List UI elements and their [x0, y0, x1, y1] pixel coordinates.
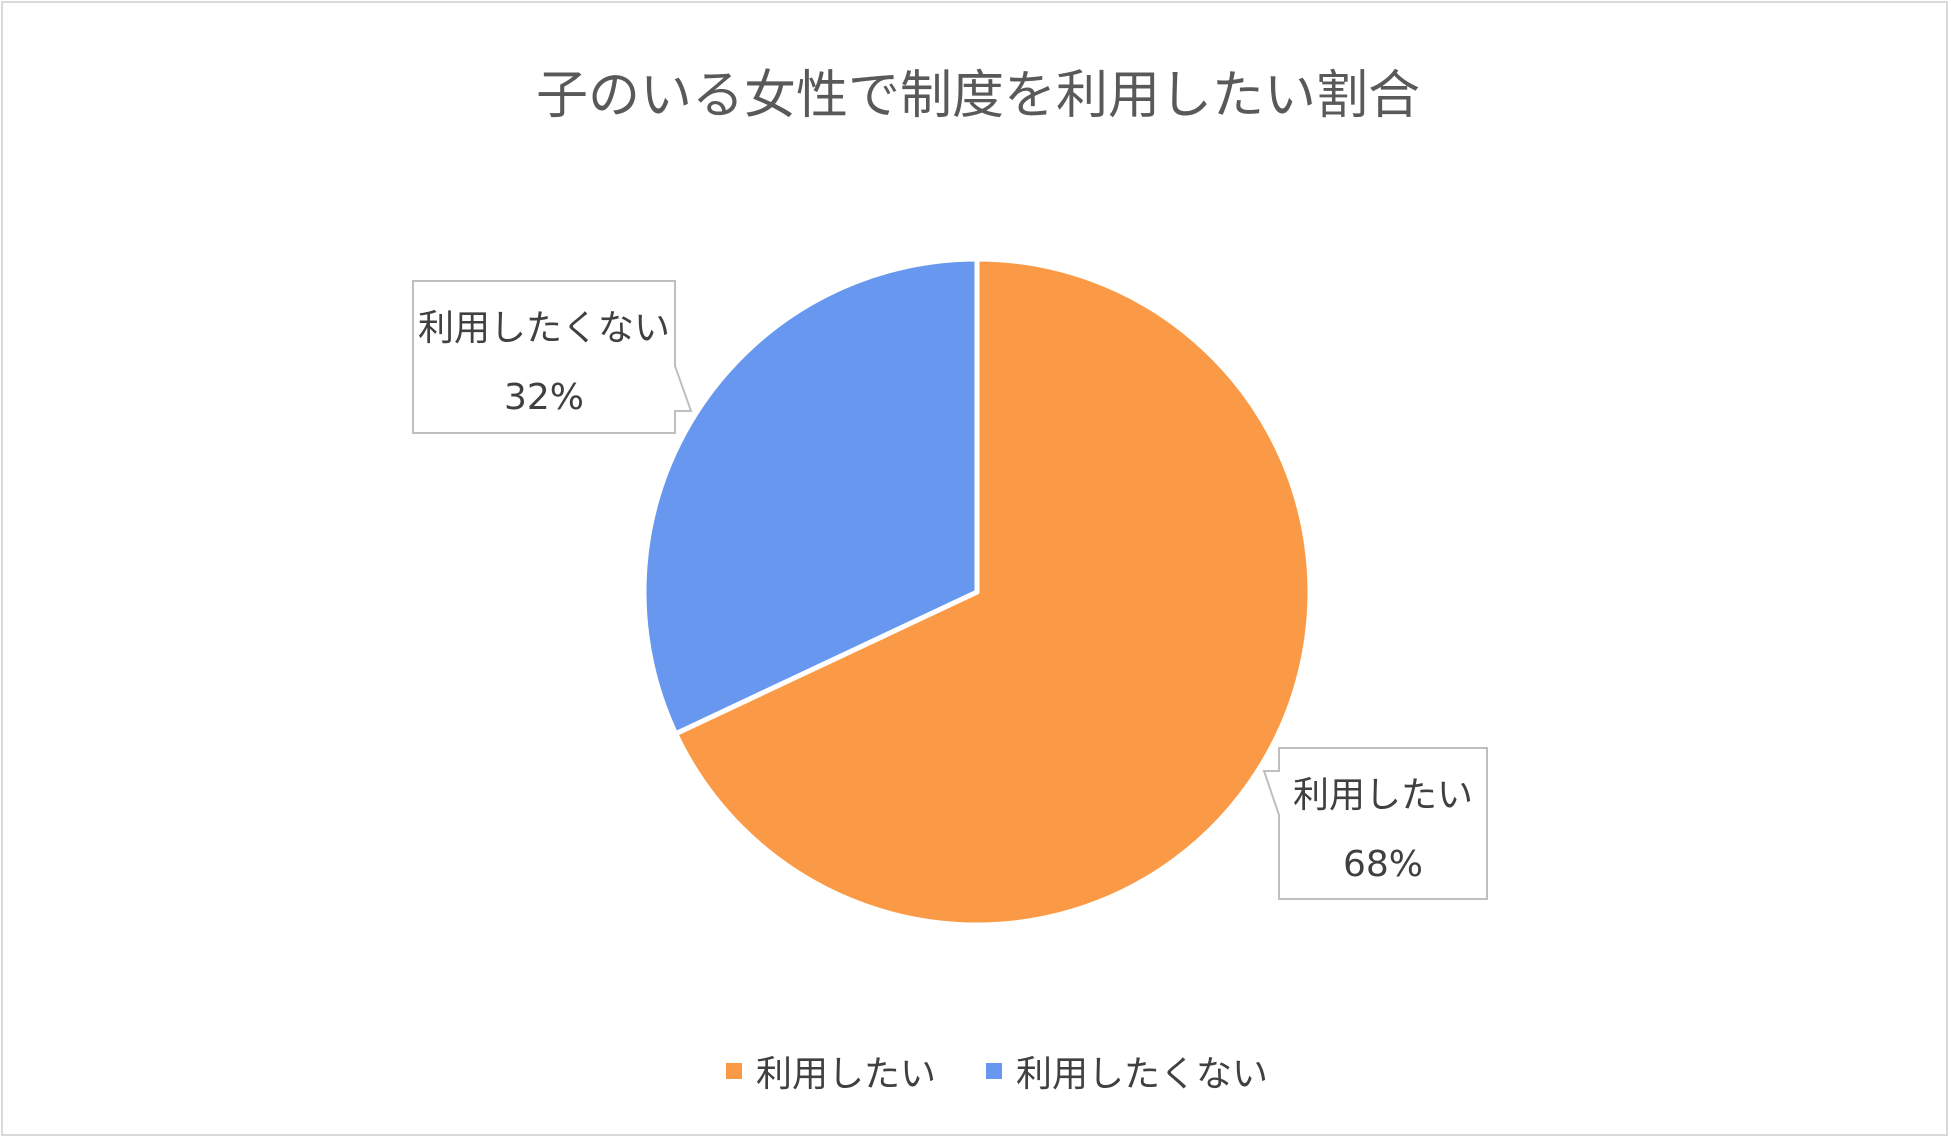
legend-swatch-0 [726, 1063, 742, 1079]
pie-slice-0 [673, 256, 1313, 928]
pie-slices [641, 256, 1313, 928]
chart-title: 子のいる女性で制度を利用したい割合 [536, 66, 1420, 126]
legend-label-0: 利用したい [756, 1054, 936, 1095]
callout-box-1 [412, 280, 693, 434]
callout-value-1: 32% [504, 377, 584, 418]
legend: 利用したい 利用したくない [726, 1054, 1268, 1095]
callout-value-0: 68% [1343, 844, 1423, 885]
data-callout-0: 利用したい 68% [1262, 747, 1488, 900]
pie-slice-1 [641, 256, 980, 737]
data-callout-1: 利用したくない 32% [412, 280, 693, 434]
callout-category-0: 利用したい [1293, 775, 1473, 816]
callout-box-0 [1262, 747, 1488, 900]
pie-chart: 子のいる女性で制度を利用したい割合 利用したくない 32% 利用したい 68% … [412, 66, 1488, 1095]
legend-swatch-1 [986, 1063, 1002, 1079]
callout-category-1: 利用したくない [418, 308, 670, 349]
legend-label-1: 利用したくない [1016, 1054, 1268, 1095]
